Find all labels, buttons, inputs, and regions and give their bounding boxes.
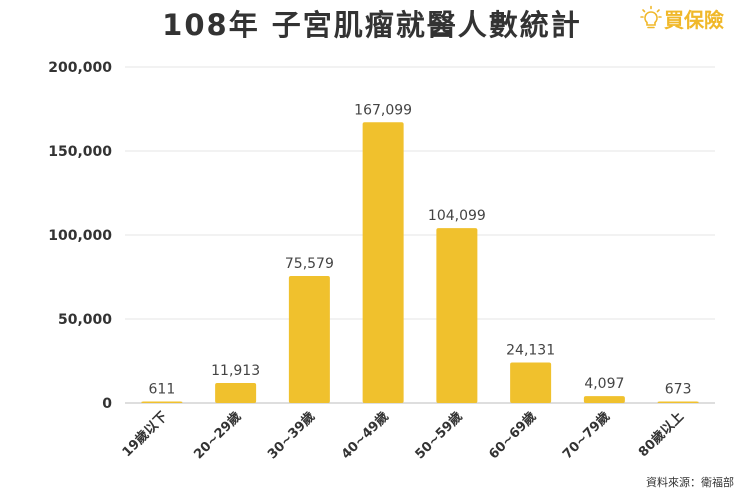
y-tick-label: 100,000: [48, 228, 112, 244]
data-label: 24,131: [506, 342, 555, 358]
data-label: 11,913: [211, 363, 260, 379]
x-tick-label: 70~79歲: [559, 409, 613, 463]
lightbulb-icon: [640, 5, 662, 29]
logo-text: 買保險: [664, 7, 724, 32]
data-label: 673: [665, 382, 692, 398]
x-tick-label: 40~49歲: [338, 409, 392, 463]
bar-3: [288, 276, 330, 403]
chart-title: 108年 子宮肌瘤就醫人數統計: [162, 8, 582, 42]
data-label: 4,097: [584, 376, 624, 392]
x-tick-label: 30~39歲: [264, 409, 318, 463]
x-tick-label: 20~29歲: [191, 409, 245, 463]
bar-5: [436, 228, 478, 403]
bar-2: [215, 382, 257, 403]
y-tick-label: 50,000: [58, 312, 112, 328]
x-tick-label: 50~59歲: [412, 409, 466, 463]
source-note: 資料來源：衛福部: [646, 476, 734, 489]
data-label: 167,099: [354, 102, 412, 118]
bar-4: [362, 122, 404, 403]
y-tick-label: 200,000: [48, 60, 112, 76]
bar-7: [583, 396, 625, 403]
brand-logo[interactable]: 買保險: [640, 4, 724, 32]
y-tick-label: 0: [102, 396, 112, 412]
x-tick-label: 19歲以下: [119, 409, 171, 461]
data-label: 104,099: [428, 208, 486, 224]
bar-6: [510, 362, 552, 403]
y-tick-label: 150,000: [48, 144, 112, 160]
x-tick-label: 60~69歲: [486, 409, 540, 463]
bar-8: [657, 401, 699, 403]
data-label: 75,579: [285, 256, 334, 272]
x-tick-label: 80歲以上: [635, 409, 687, 461]
data-label: 611: [149, 382, 176, 398]
bar-1: [141, 401, 183, 403]
